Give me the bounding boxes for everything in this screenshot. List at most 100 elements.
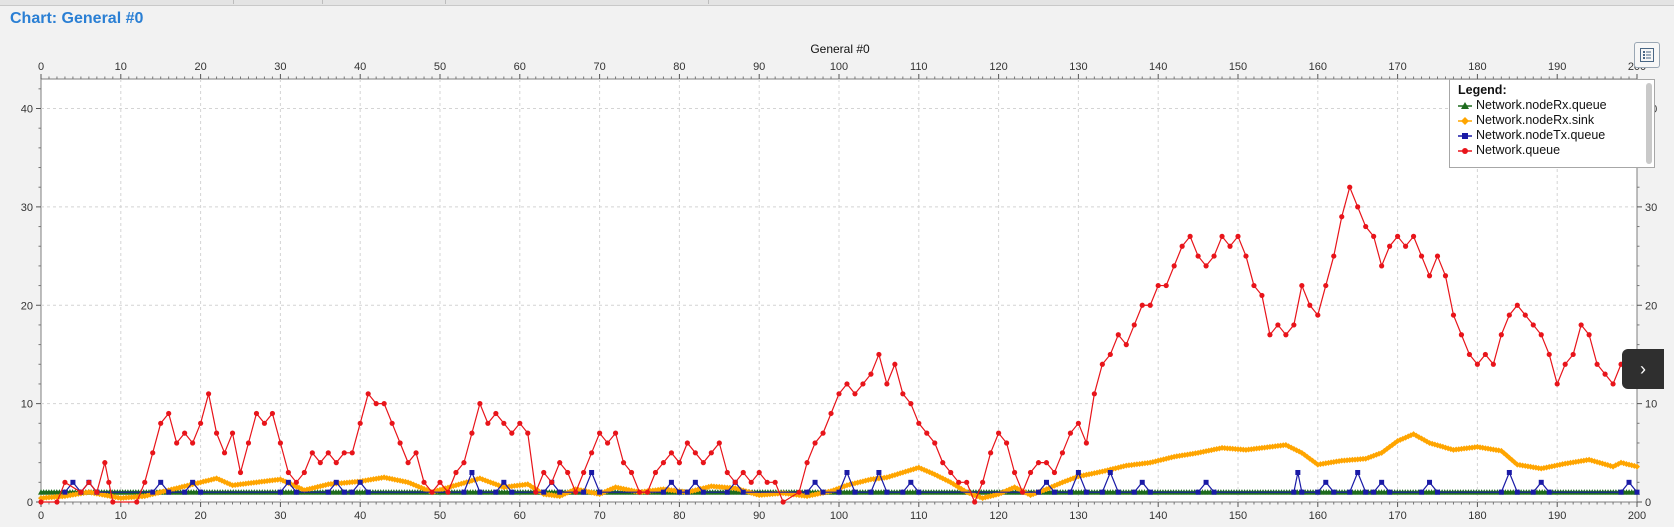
circle-marker (1187, 233, 1193, 239)
circle-marker (285, 469, 291, 476)
circle-marker (94, 489, 100, 495)
circle-marker (1418, 253, 1425, 259)
x-tick-label-bottom: 100 (830, 510, 848, 522)
legend-title: Legend: (1458, 83, 1507, 97)
circle-marker (190, 440, 196, 446)
circle-marker (158, 420, 164, 426)
circle-marker (1139, 302, 1145, 308)
circle-marker (940, 460, 946, 466)
circle-marker (325, 450, 331, 456)
circle-marker (740, 469, 746, 476)
square-marker (1211, 489, 1217, 495)
square-marker (868, 489, 874, 495)
square-marker (501, 479, 507, 485)
circle-marker (525, 430, 531, 436)
triangle-marker-icon (1458, 101, 1472, 109)
circle-marker (1450, 312, 1457, 318)
tab-stub[interactable] (323, 0, 446, 4)
square-marker (469, 469, 475, 475)
y-tick-label-right: 20 (1645, 300, 1657, 312)
chevron-right-icon[interactable]: › (1622, 349, 1664, 389)
x-tick-label-bottom: 80 (673, 510, 685, 522)
square-marker (700, 489, 706, 495)
circle-marker (1291, 322, 1297, 328)
square-marker (660, 489, 666, 495)
x-tick-label-bottom: 60 (514, 510, 526, 522)
diamond-marker (1634, 463, 1640, 470)
square-marker (1538, 479, 1544, 485)
x-tick-label-bottom: 90 (753, 510, 765, 522)
circle-marker (1019, 489, 1026, 495)
circle-marker (589, 450, 595, 456)
y-tick-label-right: 0 (1645, 497, 1651, 509)
x-tick-label-top: 140 (1149, 61, 1167, 73)
circle-marker (469, 430, 475, 436)
circle-marker (1315, 312, 1321, 318)
circle-marker (349, 450, 355, 456)
circle-marker (804, 460, 810, 466)
circle-marker (461, 460, 467, 466)
x-tick-label-bottom: 200 (1628, 510, 1646, 522)
square-marker (812, 479, 818, 485)
circle-marker (1570, 351, 1576, 358)
circle-marker (309, 450, 315, 456)
circle-marker (956, 479, 962, 485)
circle-marker (541, 469, 547, 476)
x-tick-label-bottom: 180 (1468, 510, 1486, 522)
circle-marker (780, 499, 786, 505)
circle-marker (1283, 332, 1289, 338)
circle-marker (437, 479, 443, 485)
circle-marker (812, 440, 818, 446)
x-tick-label-bottom: 110 (910, 510, 928, 522)
circle-marker (1251, 282, 1257, 289)
circle-marker (509, 430, 515, 436)
circle-marker (1498, 332, 1504, 338)
circle-marker (1530, 322, 1536, 328)
square-marker (1387, 489, 1393, 495)
circle-marker (517, 420, 523, 426)
circle-marker (1466, 351, 1473, 358)
circle-marker (1299, 282, 1305, 289)
circle-marker (317, 460, 323, 466)
circle-marker (245, 440, 252, 446)
circle-marker (357, 420, 363, 426)
circle-marker (604, 440, 611, 446)
circle-marker (828, 410, 834, 417)
circle-marker (493, 410, 499, 417)
square-marker (1355, 469, 1361, 475)
circle-marker (724, 469, 730, 476)
legend-list-icon[interactable] (1634, 42, 1660, 68)
square-marker (1099, 489, 1105, 495)
square-marker (1435, 489, 1440, 495)
square-marker (365, 489, 371, 495)
series-Network-queue (38, 184, 1632, 505)
legend-scrollbar[interactable] (1646, 83, 1652, 164)
tab-stub[interactable] (0, 0, 234, 4)
y-tick-label-left: 10 (21, 399, 33, 411)
square-marker (1546, 489, 1552, 495)
square-marker (1514, 489, 1520, 495)
square-marker-icon (1458, 132, 1472, 139)
tab-stub[interactable] (234, 0, 323, 4)
circle-marker (908, 401, 914, 407)
square-marker (597, 489, 603, 495)
square-marker (1626, 479, 1632, 485)
circle-marker (1067, 430, 1074, 436)
square-marker (740, 489, 746, 495)
circle-marker (477, 401, 483, 407)
circle-marker (182, 430, 188, 436)
x-tick-label-top: 110 (910, 61, 928, 73)
circle-marker (628, 469, 635, 476)
circle-marker (964, 479, 970, 485)
square-marker (1195, 489, 1201, 495)
tab-stub[interactable] (446, 0, 709, 4)
circle-marker (1387, 243, 1393, 249)
chart-title: General #0 (810, 42, 870, 56)
square-marker (1618, 489, 1624, 495)
circle-marker (1179, 243, 1185, 249)
square-marker (1331, 489, 1337, 495)
circle-marker (668, 450, 675, 456)
legend-item-network-queue: Network.queue (1458, 143, 1560, 158)
circle-marker (429, 489, 435, 495)
circle-marker (1307, 302, 1313, 308)
